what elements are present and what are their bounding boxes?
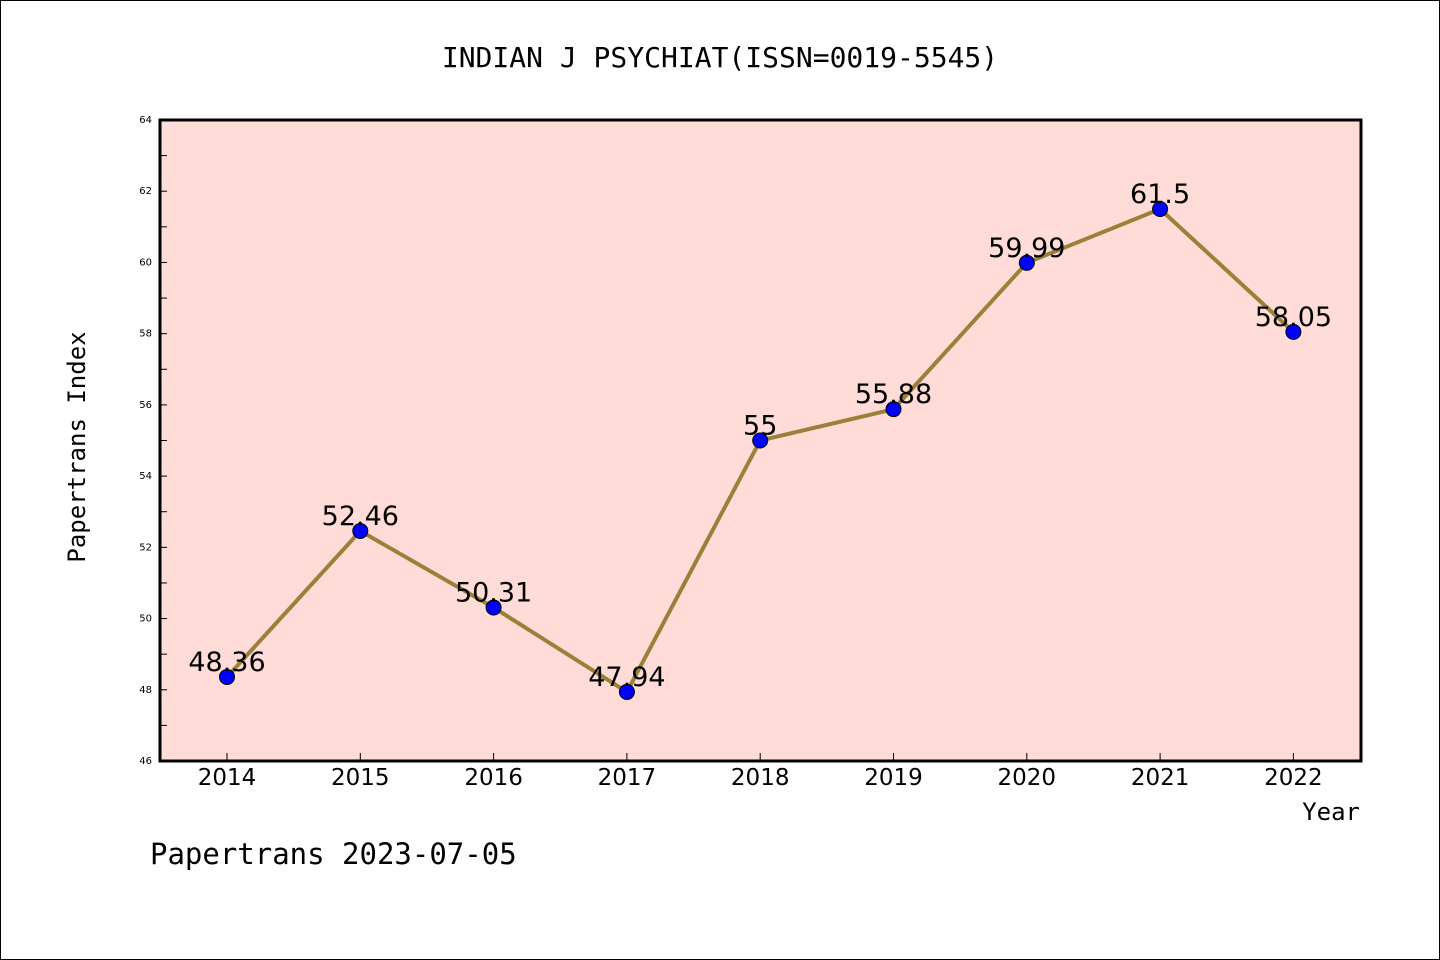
- data-point: [752, 432, 769, 449]
- data-label: 59.99: [988, 233, 1065, 264]
- x-tick-label: 2019: [864, 765, 923, 791]
- x-tick-label: 2016: [464, 765, 523, 791]
- footer-text: Papertrans 2023-07-05: [150, 837, 517, 871]
- y-tick-label: 50: [139, 614, 152, 625]
- y-tick-label: 46: [139, 756, 152, 767]
- x-tick-label: 2017: [598, 765, 657, 791]
- x-axis-label: Year: [1302, 798, 1360, 826]
- data-label: 47.94: [588, 662, 665, 693]
- data-labels: 48.36 52.46 50.31 47.94 55 55.88 59.99 61.5 58.0…: [188, 179, 1332, 693]
- y-axis: 46 48 50 52 54 56 58 60 62 64: [139, 115, 167, 767]
- y-tick-label: 62: [139, 186, 152, 197]
- data-label: 55.88: [855, 379, 932, 410]
- data-label: 58.05: [1255, 302, 1332, 333]
- data-label: 52.46: [322, 501, 399, 532]
- y-tick-label: 56: [139, 400, 152, 411]
- data-point: [219, 668, 235, 685]
- x-tick-label: 2021: [1131, 765, 1190, 791]
- chart-title: INDIAN J PSYCHIAT(ISSN=0019-5545): [442, 41, 998, 74]
- y-tick-label: 48: [139, 685, 152, 696]
- data-point: [1285, 323, 1302, 340]
- data-point: [1018, 254, 1035, 271]
- data-label: 61.5: [1130, 179, 1190, 210]
- y-tick-label: 60: [139, 257, 152, 268]
- data-point: [1152, 201, 1169, 218]
- data-label: 48.36: [188, 647, 265, 678]
- x-tick-label: 2018: [731, 765, 790, 791]
- y-tick-label: 58: [139, 329, 152, 340]
- data-point: [352, 522, 369, 539]
- data-point: [885, 401, 902, 418]
- y-tick-label: 52: [139, 542, 152, 553]
- data-label: 55: [743, 411, 777, 442]
- x-axis: 2014 2015 2016 2017 2018 2019 2020 2021 2022: [198, 753, 1323, 791]
- data-point: [618, 683, 635, 700]
- y-tick-label: 54: [139, 471, 152, 482]
- x-tick-label: 2014: [198, 765, 257, 791]
- data-points: [219, 201, 1302, 700]
- x-tick-label: 2020: [998, 765, 1057, 791]
- x-tick-label: 2022: [1264, 765, 1323, 791]
- x-tick-label: 2015: [331, 765, 390, 791]
- data-point: [485, 599, 502, 616]
- data-label: 50.31: [455, 578, 532, 609]
- y-tick-label: 64: [139, 115, 152, 126]
- y-axis-label: Papertrans Index: [63, 331, 91, 562]
